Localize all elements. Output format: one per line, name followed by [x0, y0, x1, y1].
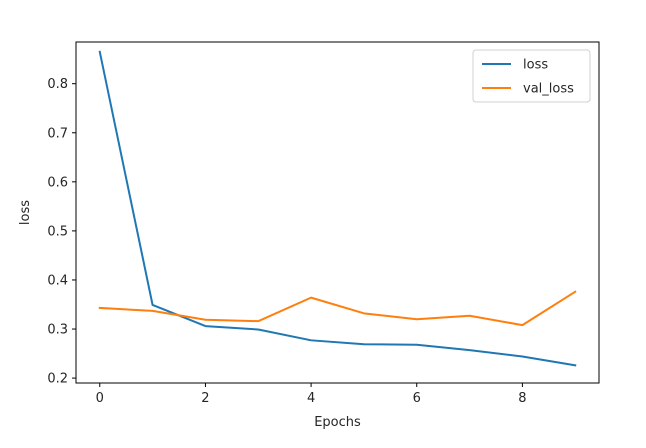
y-axis: 0.2 0.3 0.4 0.5 0.6 0.7 0.8 [47, 77, 76, 387]
x-tick-label: 4 [307, 391, 315, 406]
y-tick-label: 0.6 [47, 175, 68, 190]
y-tick-label: 0.2 [47, 372, 68, 387]
y-tick-label: 0.8 [47, 77, 68, 92]
y-tick-label: 0.7 [47, 126, 68, 141]
plot-frame [75, 41, 600, 384]
series-line-val-loss [98, 290, 577, 327]
x-axis: 0 2 4 6 8 [96, 383, 527, 406]
x-axis-label: Epochs [314, 415, 361, 430]
x-tick-label: 0 [96, 391, 104, 406]
legend: loss val_loss [472, 49, 591, 103]
x-tick-label: 8 [518, 391, 526, 406]
legend-label-val-loss: val_loss [523, 82, 574, 97]
y-tick-label: 0.5 [47, 224, 68, 239]
x-tick-label: 6 [413, 391, 421, 406]
x-tick-label: 2 [201, 391, 209, 406]
y-tick-label: 0.3 [47, 323, 68, 338]
legend-label-loss: loss [523, 58, 548, 73]
y-tick-label: 0.4 [47, 273, 68, 288]
y-axis-label: loss [18, 200, 33, 225]
series-group [98, 50, 577, 367]
